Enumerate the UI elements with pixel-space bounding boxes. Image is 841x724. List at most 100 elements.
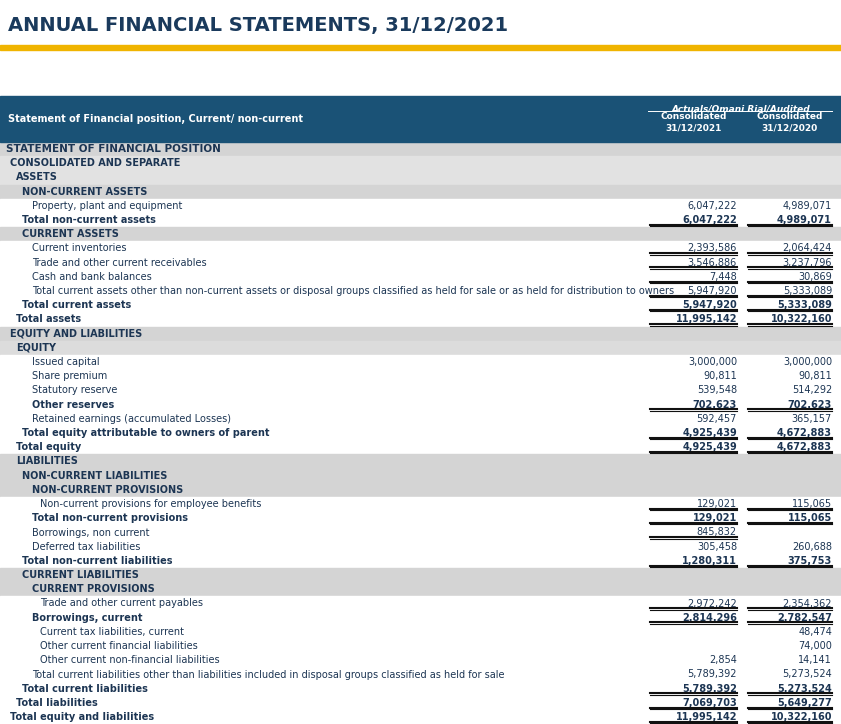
Text: CURRENT LIABILITIES: CURRENT LIABILITIES	[22, 570, 139, 580]
Bar	[0, 468, 841, 483]
Text: 539,548: 539,548	[697, 385, 737, 395]
Text: 5,273,524: 5,273,524	[777, 683, 832, 694]
Bar	[0, 696, 841, 710]
Text: Consolidated
31/12/2021: Consolidated 31/12/2021	[660, 111, 727, 132]
Text: Total current assets other than non-current assets or disposal groups classified: Total current assets other than non-curr…	[32, 286, 674, 296]
Text: Total current liabilities: Total current liabilities	[22, 683, 148, 694]
Bar	[0, 270, 841, 284]
Text: 2,354,362: 2,354,362	[782, 599, 832, 608]
Bar	[0, 511, 841, 526]
Text: NON-CURRENT LIABILITIES: NON-CURRENT LIABILITIES	[22, 471, 167, 481]
Bar	[0, 341, 841, 355]
Text: Other current financial liabilities: Other current financial liabilities	[40, 641, 198, 651]
Text: 5,649,277: 5,649,277	[777, 698, 832, 708]
Text: Total equity and liabilities: Total equity and liabilities	[10, 712, 154, 722]
Text: Trade and other current receivables: Trade and other current receivables	[32, 258, 207, 268]
Bar	[0, 298, 841, 312]
Text: Borrowings, current: Borrowings, current	[32, 613, 142, 623]
Text: Total equity: Total equity	[16, 442, 82, 452]
Text: Total liabilities: Total liabilities	[16, 698, 98, 708]
Text: Property, plant and equipment: Property, plant and equipment	[32, 201, 182, 211]
Text: ANNUAL FINANCIAL STATEMENTS, 31/12/2021: ANNUAL FINANCIAL STATEMENTS, 31/12/2021	[8, 16, 508, 35]
Bar	[0, 256, 841, 270]
Text: 2,972,242: 2,972,242	[687, 599, 737, 608]
Bar	[0, 483, 841, 497]
Text: 10,322,160: 10,322,160	[770, 314, 832, 324]
Bar	[0, 369, 841, 384]
Bar	[0, 710, 841, 724]
Text: 5,789,392: 5,789,392	[687, 670, 737, 680]
Bar	[0, 597, 841, 610]
Bar	[0, 213, 841, 227]
Bar	[0, 681, 841, 696]
Text: Statutory reserve: Statutory reserve	[32, 385, 118, 395]
Text: CONSOLIDATED AND SEPARATE: CONSOLIDATED AND SEPARATE	[10, 159, 180, 168]
Text: 5,273,524: 5,273,524	[782, 670, 832, 680]
Text: 2,854: 2,854	[709, 655, 737, 665]
Bar	[0, 610, 841, 625]
Text: Retained earnings (accumulated Losses): Retained earnings (accumulated Losses)	[32, 414, 231, 424]
Bar	[0, 426, 841, 440]
Text: NON-CURRENT PROVISIONS: NON-CURRENT PROVISIONS	[32, 485, 183, 495]
Text: 90,811: 90,811	[703, 371, 737, 382]
Bar	[0, 156, 841, 170]
Text: EQUITY: EQUITY	[16, 343, 56, 353]
Text: Current inventories: Current inventories	[32, 243, 126, 253]
Bar	[0, 412, 841, 426]
Text: 129,021: 129,021	[693, 513, 737, 523]
Text: Statement of Financial position, Current/ non-current: Statement of Financial position, Current…	[8, 114, 303, 124]
Text: 4,672,883: 4,672,883	[777, 442, 832, 452]
Bar	[0, 539, 841, 554]
Bar	[0, 45, 841, 50]
Text: 4,925,439: 4,925,439	[682, 442, 737, 452]
Bar	[0, 355, 841, 369]
Text: Total non-current provisions: Total non-current provisions	[32, 513, 188, 523]
Text: 4,989,071: 4,989,071	[777, 215, 832, 225]
Text: 5,947,920: 5,947,920	[687, 286, 737, 296]
Text: 10,322,160: 10,322,160	[770, 712, 832, 722]
Text: 375,753: 375,753	[788, 556, 832, 566]
Text: Borrowings, non current: Borrowings, non current	[32, 528, 150, 537]
Text: 11,995,142: 11,995,142	[675, 712, 737, 722]
Text: NON-CURRENT ASSETS: NON-CURRENT ASSETS	[22, 187, 147, 197]
Bar	[0, 96, 841, 142]
Text: 260,688: 260,688	[792, 542, 832, 552]
Bar	[0, 497, 841, 511]
Text: 5,333,089: 5,333,089	[783, 286, 832, 296]
Text: Total current liabilities other than liabilities included in disposal groups cla: Total current liabilities other than lia…	[32, 670, 505, 680]
Text: Trade and other current payables: Trade and other current payables	[40, 599, 203, 608]
Bar	[0, 582, 841, 597]
Text: 7,069,703: 7,069,703	[682, 698, 737, 708]
Text: 115,065: 115,065	[788, 513, 832, 523]
Text: Deferred tax liabilities: Deferred tax liabilities	[32, 542, 140, 552]
Text: 514,292: 514,292	[791, 385, 832, 395]
Bar	[0, 227, 841, 241]
Bar	[0, 639, 841, 653]
Bar	[0, 397, 841, 412]
Bar	[0, 668, 841, 681]
Text: 5,789,392: 5,789,392	[682, 683, 737, 694]
Text: 11,995,142: 11,995,142	[675, 314, 737, 324]
Text: 3,000,000: 3,000,000	[688, 357, 737, 367]
Bar	[0, 568, 841, 582]
Bar	[0, 241, 841, 256]
Text: 3,237,796: 3,237,796	[782, 258, 832, 268]
Bar	[0, 199, 841, 213]
Text: 5,333,089: 5,333,089	[777, 300, 832, 311]
Text: 4,925,439: 4,925,439	[682, 428, 737, 438]
Bar	[0, 526, 841, 539]
Text: 5,947,920: 5,947,920	[682, 300, 737, 311]
Bar	[0, 170, 841, 185]
Text: LIABILITIES: LIABILITIES	[16, 457, 78, 466]
Bar	[0, 554, 841, 568]
Bar	[0, 142, 841, 156]
Text: 1,280,311: 1,280,311	[682, 556, 737, 566]
Text: 48,474: 48,474	[798, 627, 832, 637]
Text: 702,623: 702,623	[788, 400, 832, 410]
Text: Total non-current assets: Total non-current assets	[22, 215, 156, 225]
Bar	[0, 384, 841, 397]
Text: ASSETS: ASSETS	[16, 172, 58, 182]
Text: CURRENT PROVISIONS: CURRENT PROVISIONS	[32, 584, 155, 594]
Text: Consolidated
31/12/2020: Consolidated 31/12/2020	[757, 111, 823, 132]
Text: Total current assets: Total current assets	[22, 300, 131, 311]
